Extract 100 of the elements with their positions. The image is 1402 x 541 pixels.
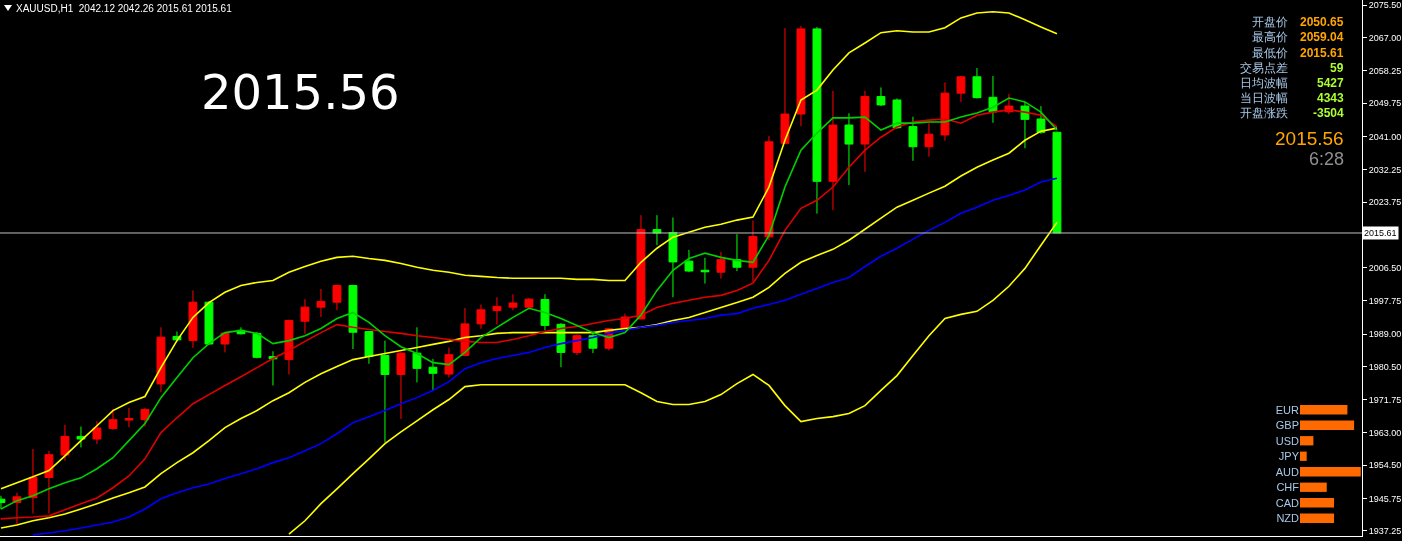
candlestick — [732, 233, 742, 272]
candlestick — [28, 448, 38, 515]
text: 6:28 — [1309, 149, 1345, 169]
y-tick-label: USD — [1275, 434, 1300, 447]
bar — [1300, 467, 1361, 477]
y-tick-label: 2067.00 — [1368, 32, 1402, 43]
y-tick-label: AUD — [1275, 465, 1300, 478]
candlestick — [156, 326, 166, 393]
text: 最高价 — [1252, 30, 1288, 44]
candlestick — [700, 257, 710, 285]
candlestick — [780, 27, 790, 145]
bar — [1300, 405, 1348, 415]
y-tick-label: 1971.75 — [1368, 394, 1402, 405]
y-tick-label: 2058.25 — [1368, 66, 1402, 77]
text: 2015.61 — [1300, 46, 1344, 60]
candlestick — [844, 112, 854, 186]
y-tick-label: NZD — [1276, 512, 1300, 525]
candlestick — [396, 351, 406, 420]
candlestick — [540, 293, 550, 331]
candlestick — [828, 90, 838, 211]
candlestick — [60, 424, 70, 462]
text: 5427 — [1317, 76, 1345, 90]
y-tick-label: 1980.50 — [1368, 361, 1402, 372]
candlestick — [972, 67, 982, 99]
text: 当日波幅 — [1240, 91, 1288, 105]
y-tick-label: CHF — [1276, 481, 1300, 494]
y-tick-label: 2075.50 — [1368, 0, 1402, 11]
bar — [1300, 513, 1335, 523]
candlestick — [204, 300, 214, 346]
candlestick — [924, 122, 934, 158]
text: -3504 — [1313, 106, 1345, 120]
candlestick — [188, 289, 198, 349]
candlestick — [796, 25, 806, 127]
y-tick-label: 1997.75 — [1368, 296, 1402, 307]
ref-line-label: 2015.61 — [1364, 228, 1397, 238]
bar — [1300, 436, 1314, 446]
y-tick-label: 2041.00 — [1368, 131, 1402, 142]
candlestick — [1020, 101, 1030, 149]
candlestick — [812, 26, 822, 215]
text: 59 — [1330, 61, 1344, 75]
candlestick — [124, 407, 134, 428]
y-tick-label: 1937.25 — [1368, 526, 1402, 537]
y-tick-label: 1954.50 — [1368, 460, 1402, 471]
candlestick — [284, 319, 294, 375]
candlestick — [492, 296, 502, 326]
y-tick-label: 2049.75 — [1368, 98, 1402, 109]
candlestick — [140, 407, 150, 428]
candlestick — [524, 297, 534, 309]
candlestick — [956, 75, 966, 103]
candlestick — [764, 135, 774, 241]
candlestick — [1036, 105, 1046, 135]
line-series — [32, 177, 1058, 536]
candlestick — [668, 216, 678, 298]
y-tick-label: 1963.00 — [1368, 428, 1402, 439]
text: 开盘涨跌 — [1240, 106, 1288, 120]
y-tick-label: 2032.25 — [1368, 164, 1402, 175]
text: 2050.65 — [1300, 15, 1344, 29]
candlestick — [108, 408, 118, 431]
candlestick — [684, 249, 694, 273]
text: 2059.04 — [1300, 30, 1344, 44]
y-tick-label: 2023.75 — [1368, 197, 1402, 208]
candlestick — [940, 81, 950, 142]
candlestick — [908, 116, 918, 162]
y-tick-label: EUR — [1275, 403, 1300, 416]
y-tick-label: JPY — [1278, 450, 1300, 463]
text: 4343 — [1317, 91, 1345, 105]
candlestick — [412, 326, 422, 383]
bar — [1300, 498, 1335, 508]
candlestick — [508, 293, 518, 311]
candlestick — [748, 219, 758, 283]
y-tick-label: 1945.75 — [1368, 493, 1402, 504]
candlestick — [252, 331, 262, 359]
candlestick — [476, 303, 486, 330]
candlestick — [636, 214, 646, 320]
candlestick — [348, 284, 358, 350]
candlestick — [860, 90, 870, 173]
text: 2015.56 — [1275, 128, 1344, 149]
chart-title: XAUUSD,H1 2042.12 2042.26 2015.61 2015.61 — [16, 2, 233, 14]
text: 最低价 — [1252, 46, 1288, 60]
bar — [1300, 482, 1327, 492]
annotation: 2015.56 — [201, 64, 400, 120]
bar — [1300, 420, 1355, 430]
text: 日均波幅 — [1240, 76, 1288, 90]
candlestick — [92, 420, 102, 445]
bar — [1300, 451, 1307, 461]
text: 开盘价 — [1252, 15, 1288, 29]
line-series — [288, 221, 1058, 535]
y-tick-label: CAD — [1275, 496, 1300, 509]
candlestick — [1052, 131, 1062, 234]
text: 交易点差 — [1240, 61, 1288, 75]
candlestick — [364, 330, 374, 365]
y-tick-label: 2006.50 — [1368, 262, 1402, 273]
candlestick — [716, 251, 726, 280]
candlestick — [876, 86, 886, 107]
candlestick — [444, 346, 454, 378]
candlestick — [380, 340, 390, 443]
candlestick — [76, 426, 86, 448]
candlestick — [332, 284, 342, 311]
candlestick — [44, 450, 54, 515]
candlestick — [300, 298, 310, 335]
